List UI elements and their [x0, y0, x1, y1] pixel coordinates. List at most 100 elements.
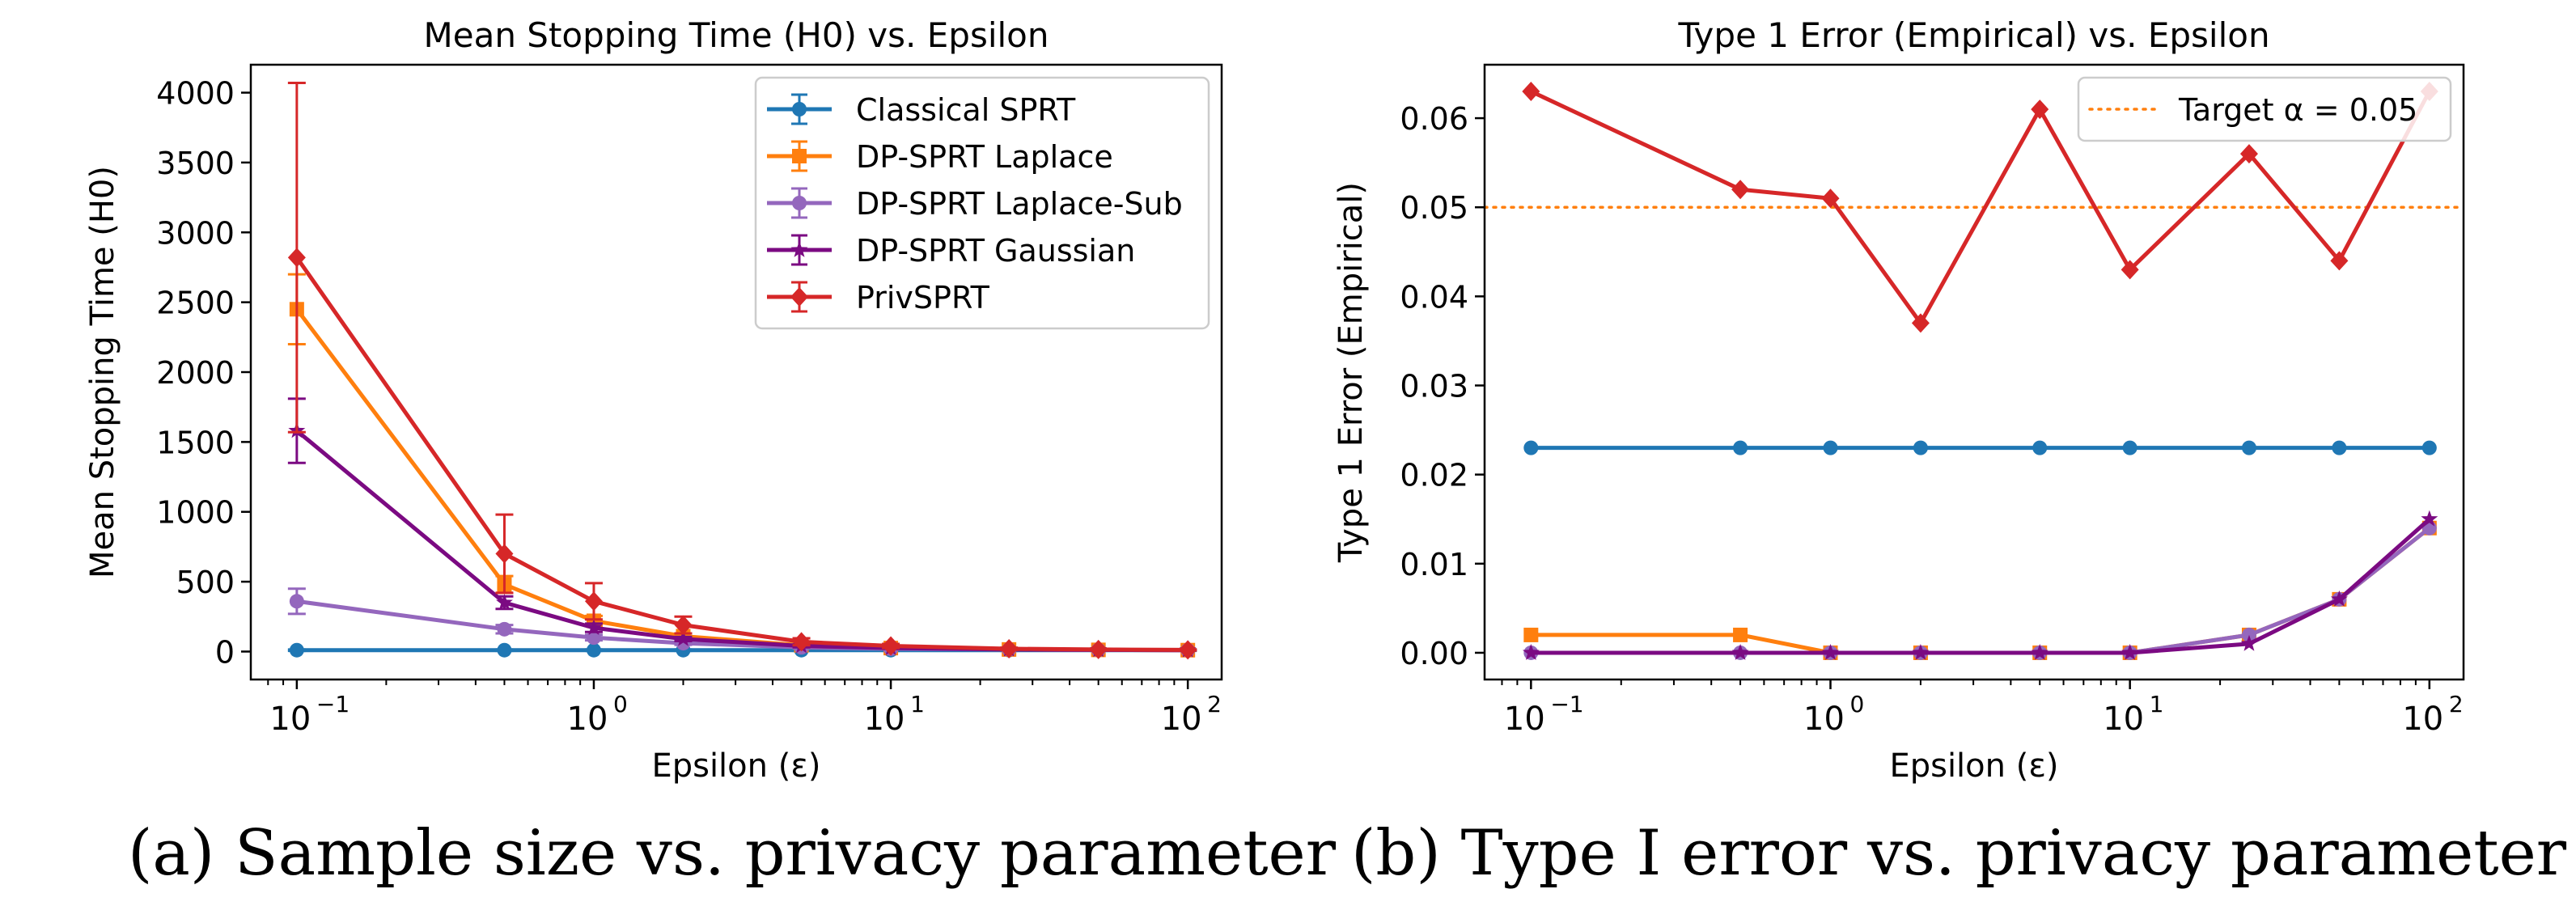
- chart-b-data-point: [2240, 634, 2258, 651]
- chart-a-data-point: [1000, 639, 1019, 658]
- chart-b-data-point: [1733, 627, 1748, 642]
- chart-b-data-point: [1523, 440, 1539, 455]
- chart-b-x-tick-exponent: 0: [1850, 691, 1865, 718]
- chart-b-data-point: [1912, 644, 1930, 660]
- chart-a-series-dp-sprt-laplace-sub: [287, 587, 1197, 658]
- chart-b-series-dp-sprt-laplace: [1523, 520, 2437, 660]
- chart-a-data-point: [289, 594, 304, 609]
- chart-b-data-point: [2330, 251, 2349, 271]
- chart-a-legend-box: [754, 76, 1210, 330]
- chart-b-data-point: [2121, 644, 2139, 660]
- chart-a-x-tick-label: 10: [1161, 701, 1202, 738]
- chart-b-series-dp-sprt-laplace-sub: [1523, 520, 2437, 660]
- chart-a-legend-label: DP-SPRT Laplace: [856, 139, 1113, 175]
- chart-b-data-point: [2241, 627, 2256, 642]
- chart-b-x-tick-exponent: 2: [2449, 691, 2464, 718]
- chart-a-data-point: [586, 630, 601, 646]
- chart-a-data-point: [496, 594, 513, 610]
- chart-a-series-privsprt: [287, 81, 1197, 660]
- chart-b-title: Type 1 Error (Empirical) vs. Epsilon: [1677, 15, 2269, 55]
- chart-a-legend-marker: [792, 196, 807, 210]
- chart-a-legend: Classical SPRT DP-SPRT Laplace DP-SPRT Lap…: [754, 76, 1210, 330]
- chart-b-x-axis-label: Epsilon (ε): [1889, 747, 2058, 785]
- chart-a-data-point: [674, 615, 693, 635]
- chart-a-y-tick-label: 1000: [156, 495, 235, 531]
- chart-b-x-tick-label: 10: [1504, 701, 1545, 738]
- chart-a-y-tick-label: 500: [176, 565, 235, 600]
- chart-b-series-dp-sprt-gaussian: [1522, 510, 2438, 660]
- chart-a-legend-label: DP-SPRT Laplace-Sub: [856, 186, 1183, 222]
- chart-a-x-tick-label: 10: [864, 701, 905, 738]
- chart-a-legend-label: DP-SPRT Gaussian: [856, 233, 1135, 269]
- chart-a-y-tick-label: 1500: [156, 425, 235, 460]
- chart-b-y-tick-label: 0.06: [1400, 101, 1468, 137]
- chart-b-y-tick-label: 0.00: [1400, 636, 1468, 671]
- chart-a-data-point: [289, 642, 304, 658]
- chart-b-data-point: [1913, 440, 1928, 455]
- chart-a-data-point: [287, 248, 306, 268]
- chart-b-series-line: [1531, 526, 2431, 655]
- chart-a-y-axis-label: Mean Stopping Time (H0): [84, 166, 121, 578]
- chart-b-data-point: [2421, 440, 2437, 455]
- chart-b-data-point: [1821, 188, 1840, 209]
- chart-a-data-point: [584, 591, 603, 612]
- chart-a-x-tick-label: 10: [567, 701, 608, 738]
- chart-b-y-tick-label: 0.02: [1400, 458, 1468, 493]
- chart-b-data-point: [2122, 440, 2137, 455]
- chart-b-data-point: [2332, 440, 2347, 455]
- chart-b-y-tick-label: 0.03: [1400, 369, 1468, 404]
- chart-a-x-tick-exponent: 1: [910, 691, 925, 718]
- chart-b-data-point: [2239, 144, 2258, 164]
- chart-b-data-point: [1911, 313, 1930, 333]
- chart-b-data-point: [1823, 440, 1838, 455]
- chart-a-data-point: [882, 636, 900, 656]
- chart-a-series-line: [294, 307, 1188, 653]
- chart-b-data-point: [2032, 440, 2048, 455]
- chart-b-series-classical-sprt: [1523, 440, 2437, 455]
- chart-a-y-tick-label: 3500: [156, 146, 235, 181]
- chart-b-data-point: [2121, 260, 2139, 280]
- chart-b-legend-label: Target α = 0.05: [2178, 92, 2417, 128]
- chart-a-y-tick-label: 2500: [156, 286, 235, 321]
- chart-b-plot-frame: [1483, 63, 2465, 681]
- chart-a-legend-label: Classical SPRT: [856, 92, 1076, 128]
- chart-b-data-point: [1731, 644, 1749, 660]
- chart-b-legend-box: [2077, 76, 2452, 142]
- chart-b-data-point: [2421, 510, 2438, 527]
- chart-b-data-point: [2031, 644, 2049, 660]
- chart-a-x-axis-label: Epsilon (ε): [651, 747, 820, 785]
- chart-b-y-tick-label: 0.05: [1400, 190, 1468, 226]
- chart-b-data-point: [1731, 180, 1750, 200]
- chart-a-legend-marker: [792, 149, 807, 163]
- chart-a-legend-label: PrivSPRT: [856, 280, 990, 315]
- chart-b-legend: Target α = 0.05: [2077, 76, 2452, 142]
- chart-a-legend-marker: [790, 287, 808, 307]
- caption-a: (a) Sample size vs. privacy parameter: [128, 817, 1337, 890]
- chart-b-data-point: [1733, 440, 1748, 455]
- chart-b-x-tick-exponent: 1: [2150, 691, 2164, 718]
- chart-a-x-tick-exponent: −1: [316, 691, 350, 718]
- chart-b-y-tick-label: 0.01: [1400, 547, 1468, 582]
- chart-a-data-point: [497, 621, 512, 637]
- chart-a-data-point: [1089, 639, 1108, 659]
- chart-b-series-line: [1531, 517, 2431, 655]
- caption-b: (b) Type I error vs. privacy parameter: [1351, 817, 2567, 890]
- chart-b-data-point: [2330, 590, 2348, 607]
- chart-a-series-dp-sprt-laplace: [287, 273, 1197, 658]
- chart-a-title: Mean Stopping Time (H0) vs. Epsilon: [424, 15, 1049, 55]
- chart-a-y-tick-label: 3000: [156, 215, 235, 251]
- chart-a-data-point: [792, 632, 811, 652]
- chart-b-x-tick-label: 10: [2402, 701, 2443, 738]
- chart-b-data-point: [2031, 99, 2049, 120]
- chart-a-y-tick-label: 0: [215, 634, 235, 670]
- chart-a-legend-marker: [792, 102, 807, 116]
- chart-a-x-tick-exponent: 0: [613, 691, 628, 718]
- chart-b-data-point: [1522, 644, 1540, 660]
- chart-b-data-point: [1822, 644, 1839, 660]
- chart-b-x-tick-exponent: −1: [1550, 691, 1583, 718]
- chart-b-data-point: [1522, 82, 1540, 102]
- chart-b-y-axis-label: Type 1 Error (Empirical): [1332, 182, 1370, 563]
- chart-a-legend-marker: [790, 241, 808, 257]
